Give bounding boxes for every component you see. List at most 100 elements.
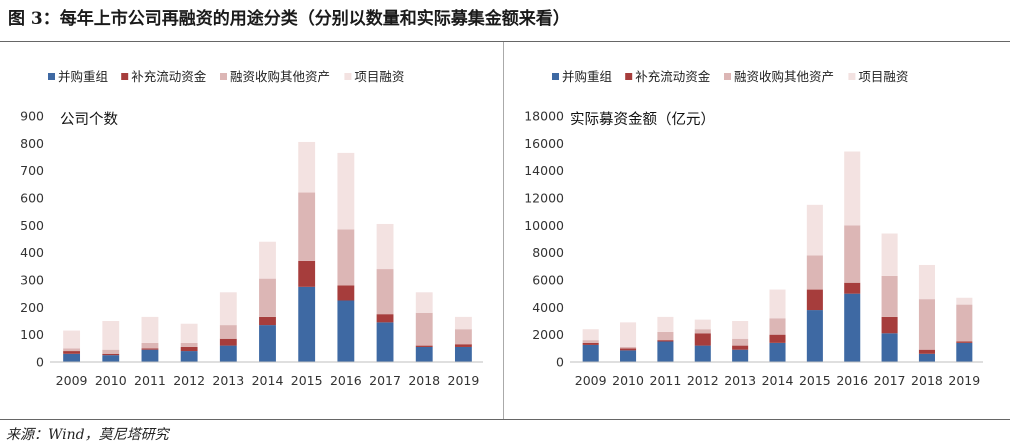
bar-2011-series-1 (141, 348, 159, 350)
x-tick-label-2013: 2013 (212, 373, 244, 388)
legend-swatch-0 (552, 73, 559, 80)
x-tick-label-2019: 2019 (448, 373, 480, 388)
y-tick-label-8: 16000 (524, 136, 564, 151)
bar-2011-series-3 (657, 316, 674, 332)
bar-2015-series-0 (806, 310, 823, 362)
x-tick-label-2015: 2015 (291, 373, 323, 388)
bar-2013-series-1 (219, 338, 237, 346)
legend-swatch-1 (625, 73, 633, 80)
legend-label-2: 融资收购其他资产 (230, 69, 330, 84)
bar-2016-series-0 (337, 300, 355, 362)
legend-label-1: 补充流动资金 (635, 69, 711, 84)
bar-2016-series-3 (844, 151, 861, 226)
bar-2011-series-3 (141, 316, 159, 343)
legend-swatch-3 (344, 73, 352, 80)
x-tick-label-2010: 2010 (612, 373, 644, 388)
bar-2015-series-3 (298, 141, 316, 193)
y-tick-label-4: 400 (20, 245, 44, 260)
y-tick-label-6: 600 (20, 191, 44, 206)
figure-title: 图 3：每年上市公司再融资的用途分类（分别以数量和实际募集金额来看） (8, 9, 570, 29)
bar-2017-series-1 (376, 314, 394, 323)
bar-2013-series-0 (732, 349, 749, 362)
bar-2018-series-3 (918, 264, 935, 300)
bar-2014-series-0 (259, 325, 276, 362)
x-tick-label-2018: 2018 (408, 373, 440, 388)
y-tick-label-3: 6000 (532, 273, 564, 288)
bar-2015-series-3 (806, 204, 823, 256)
bar-2012-series-3 (694, 319, 711, 330)
y-tick-label-0: 0 (36, 355, 44, 370)
y-tick-label-7: 14000 (524, 163, 564, 178)
bar-2009-series-1 (582, 342, 599, 345)
bar-2019-series-3 (956, 297, 973, 305)
bar-2012-series-2 (694, 329, 711, 334)
bar-2018-series-0 (415, 346, 433, 362)
x-tick-label-2012: 2012 (687, 373, 719, 388)
bar-2009-series-0 (582, 344, 599, 362)
bar-2014-series-3 (769, 289, 786, 319)
x-tick-label-2017: 2017 (369, 373, 401, 388)
y-tick-label-5: 500 (20, 218, 44, 233)
bar-2009-series-2 (63, 348, 81, 352)
legend-swatch-3 (848, 73, 856, 80)
bar-2018-series-2 (918, 299, 935, 350)
bottom-rule (0, 419, 1010, 420)
y-tick-label-1: 100 (20, 327, 44, 342)
x-tick-label-2018: 2018 (911, 373, 943, 388)
x-tick-label-2011: 2011 (134, 373, 166, 388)
bar-2018-series-0 (918, 353, 935, 362)
bar-2019-series-3 (454, 316, 472, 330)
y-tick-label-2: 4000 (532, 300, 564, 315)
bar-2012-series-1 (180, 346, 198, 352)
bar-2010-series-1 (620, 348, 637, 351)
legend-swatch-1 (121, 73, 129, 80)
bar-2009-series-0 (63, 353, 81, 362)
x-tick-label-2012: 2012 (173, 373, 205, 388)
bar-2013-series-2 (219, 325, 237, 339)
bar-2019-series-0 (454, 346, 472, 362)
bar-2009-series-3 (63, 330, 81, 349)
bar-2013-series-2 (732, 338, 749, 346)
bar-2010-series-1 (102, 353, 120, 356)
bar-2010-series-0 (102, 355, 120, 362)
bar-2017-series-2 (881, 275, 898, 317)
bar-2015-series-2 (298, 192, 316, 261)
x-tick-label-2010: 2010 (95, 373, 127, 388)
panel-divider (503, 42, 504, 419)
y-tick-label-2: 200 (20, 300, 44, 315)
bar-2013-series-1 (732, 345, 749, 350)
bar-2011-series-1 (657, 340, 674, 342)
bar-2014-series-0 (769, 342, 786, 362)
bar-2015-series-0 (298, 286, 316, 362)
y-tick-label-4: 8000 (532, 245, 564, 260)
y-tick-label-8: 800 (20, 136, 44, 151)
y-tick-label-6: 12000 (524, 191, 564, 206)
bar-2011-series-2 (657, 331, 674, 341)
y-tick-label-0: 0 (556, 355, 564, 370)
source-note: 来源：Wind，莫尼塔研究 (6, 427, 169, 443)
x-tick-label-2016: 2016 (330, 373, 362, 388)
x-tick-label-2014: 2014 (762, 373, 794, 388)
bar-2014-series-1 (259, 316, 276, 326)
bar-2012-series-1 (694, 333, 711, 346)
bar-2019-series-2 (956, 304, 973, 342)
bar-2012-series-0 (694, 345, 711, 362)
bar-2011-series-0 (141, 349, 159, 362)
legend-label-0: 并购重组 (58, 69, 108, 84)
legend-swatch-0 (48, 73, 55, 80)
bar-2013-series-3 (732, 321, 749, 339)
bar-2019-series-1 (454, 344, 472, 347)
bar-2009-series-2 (582, 340, 599, 343)
bar-2019-series-2 (454, 329, 472, 345)
chart-inner-title: 公司个数 (60, 111, 118, 128)
y-tick-label-9: 18000 (524, 109, 564, 124)
top-rule (0, 41, 1010, 42)
bar-2014-series-1 (769, 334, 786, 343)
legend-swatch-2 (220, 73, 227, 80)
y-tick-label-9: 900 (20, 109, 44, 124)
bar-2018-series-2 (415, 312, 433, 346)
bar-2017-series-0 (376, 322, 394, 362)
x-tick-label-2009: 2009 (575, 373, 607, 388)
bar-2010-series-2 (102, 349, 120, 354)
bar-2018-series-1 (918, 349, 935, 354)
